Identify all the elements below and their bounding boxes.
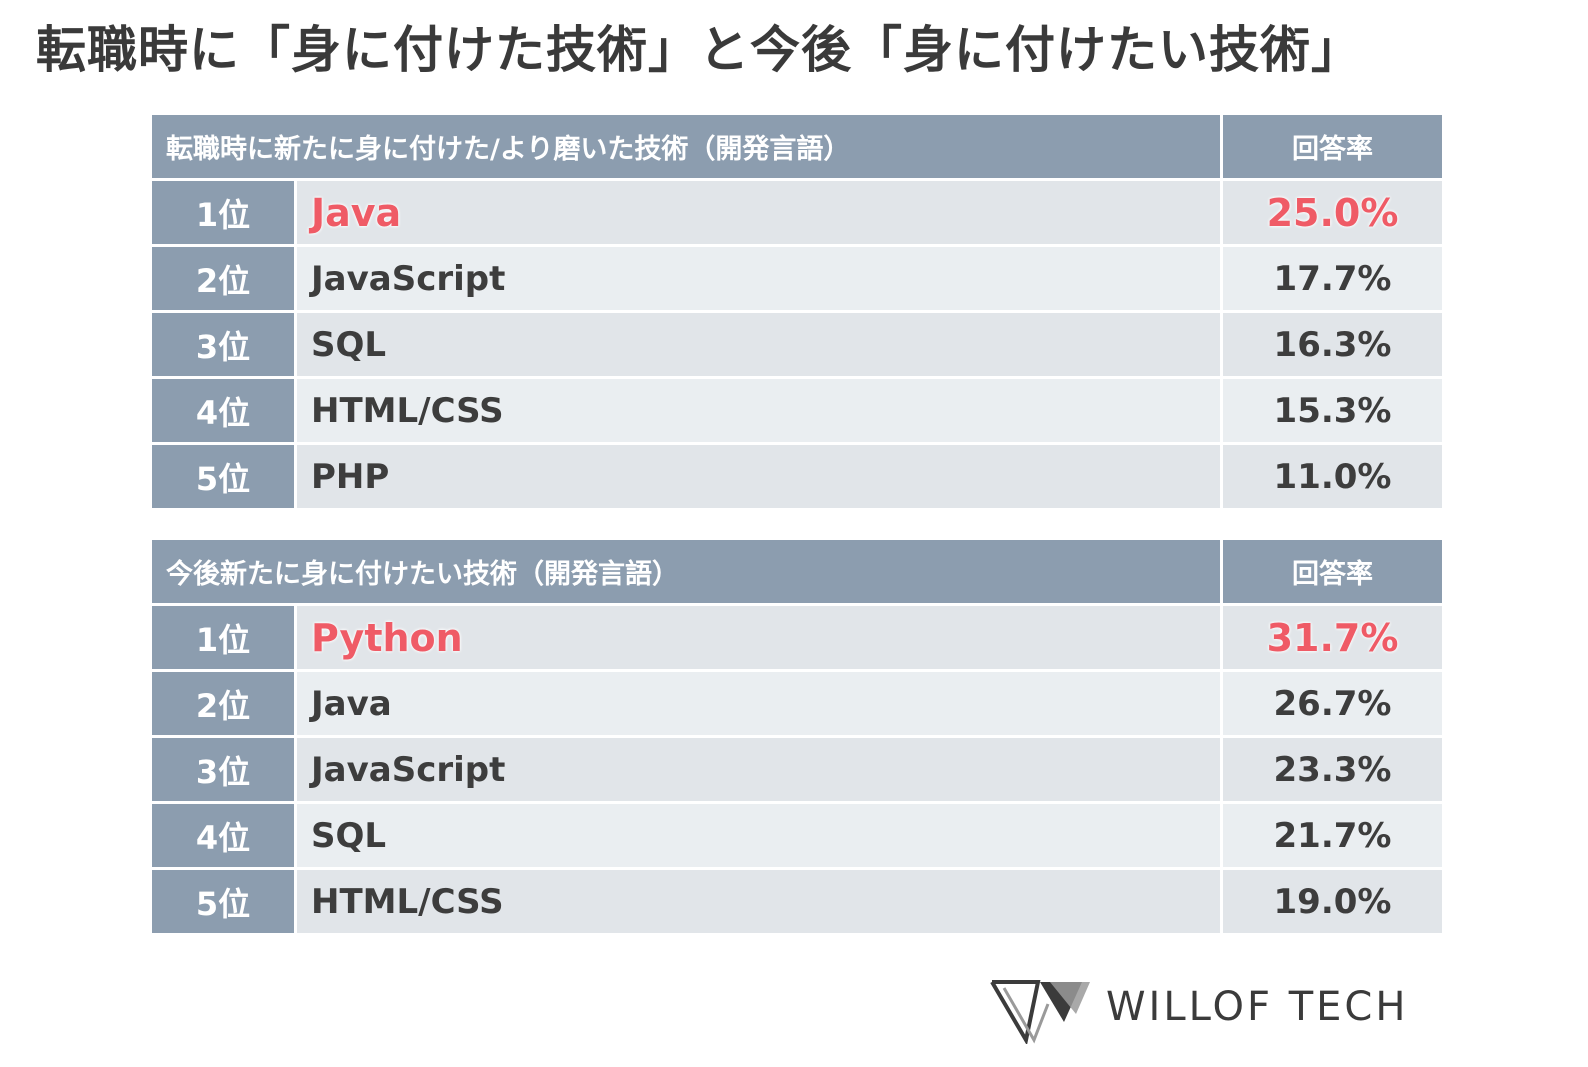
rank-cell: 4位	[152, 804, 294, 867]
rate-cell: 31.7%	[1223, 606, 1442, 669]
rate-cell: 17.7%	[1223, 247, 1443, 310]
rank-cell: 5位	[152, 445, 294, 508]
rate-cell: 23.3%	[1223, 738, 1442, 801]
language-cell: SQL	[297, 804, 1220, 867]
table-body: 1位 Python 31.7% 2位 Java 26.7% 3位 JavaScript 23.3…	[152, 606, 1442, 933]
language-cell: Python	[297, 606, 1220, 669]
table-row: 3位 JavaScript 23.3%	[152, 738, 1442, 801]
table-row: 1位 Python 31.7%	[152, 606, 1442, 669]
language-cell: JavaScript	[297, 247, 1221, 310]
table-row: 1位 Java 25.0%	[152, 181, 1443, 244]
rate-cell: 15.3%	[1223, 379, 1443, 442]
rate-cell: 25.0%	[1223, 181, 1443, 244]
language-cell: SQL	[297, 313, 1221, 376]
rank-cell: 5位	[152, 870, 294, 933]
rank-cell: 1位	[152, 606, 294, 669]
language-cell: JavaScript	[297, 738, 1220, 801]
language-cell: PHP	[297, 445, 1221, 508]
table-row: 2位 Java 26.7%	[152, 672, 1442, 735]
rank-cell: 1位	[152, 181, 294, 244]
rank-cell: 2位	[152, 672, 294, 735]
rank-cell: 3位	[152, 313, 294, 376]
table-row: 2位 JavaScript 17.7%	[152, 247, 1443, 310]
table-row: 5位 PHP 11.0%	[152, 445, 1443, 508]
rank-cell: 2位	[152, 247, 294, 310]
rate-cell: 26.7%	[1223, 672, 1442, 735]
acquired-skills-table: 転職時に新たに身に付けた/より磨いた技術（開発言語） 回答率 1位 Java 25.…	[149, 112, 1445, 511]
table-row: 4位 HTML/CSS 15.3%	[152, 379, 1443, 442]
rate-cell: 11.0%	[1223, 445, 1443, 508]
language-cell: Java	[297, 672, 1220, 735]
table-row: 5位 HTML/CSS 19.0%	[152, 870, 1442, 933]
language-cell: Java	[297, 181, 1221, 244]
language-cell: HTML/CSS	[297, 870, 1220, 933]
table-row: 3位 SQL 16.3%	[152, 313, 1443, 376]
table-body: 1位 Java 25.0% 2位 JavaScript 17.7% 3位 SQL 16.3% 4位…	[152, 181, 1443, 508]
page-title: 転職時に「身に付けた技術」と今後「身に付けたい技術」	[36, 21, 1362, 79]
willof-logo-icon	[990, 980, 1090, 1044]
brand-logo: WILLOF TECH	[990, 968, 1410, 1048]
table-header-rate: 回答率	[1223, 115, 1443, 178]
rank-cell: 3位	[152, 738, 294, 801]
table-header-row: 今後新たに身に付けたい技術（開発言語） 回答率	[152, 540, 1442, 603]
table-header-row: 転職時に新たに身に付けた/より磨いた技術（開発言語） 回答率	[152, 115, 1443, 178]
table-row: 4位 SQL 21.7%	[152, 804, 1442, 867]
table-header-title: 転職時に新たに身に付けた/より磨いた技術（開発言語）	[152, 115, 1221, 178]
language-cell: HTML/CSS	[297, 379, 1221, 442]
brand-name: WILLOF TECH	[1106, 984, 1409, 1030]
desired-skills-table: 今後新たに身に付けたい技術（開発言語） 回答率 1位 Python 31.7% 2位 J…	[149, 537, 1445, 936]
rate-cell: 21.7%	[1223, 804, 1442, 867]
table-header-rate: 回答率	[1223, 540, 1442, 603]
table-header-title: 今後新たに身に付けたい技術（開発言語）	[152, 540, 1220, 603]
rate-cell: 19.0%	[1223, 870, 1442, 933]
rank-cell: 4位	[152, 379, 294, 442]
rate-cell: 16.3%	[1223, 313, 1443, 376]
